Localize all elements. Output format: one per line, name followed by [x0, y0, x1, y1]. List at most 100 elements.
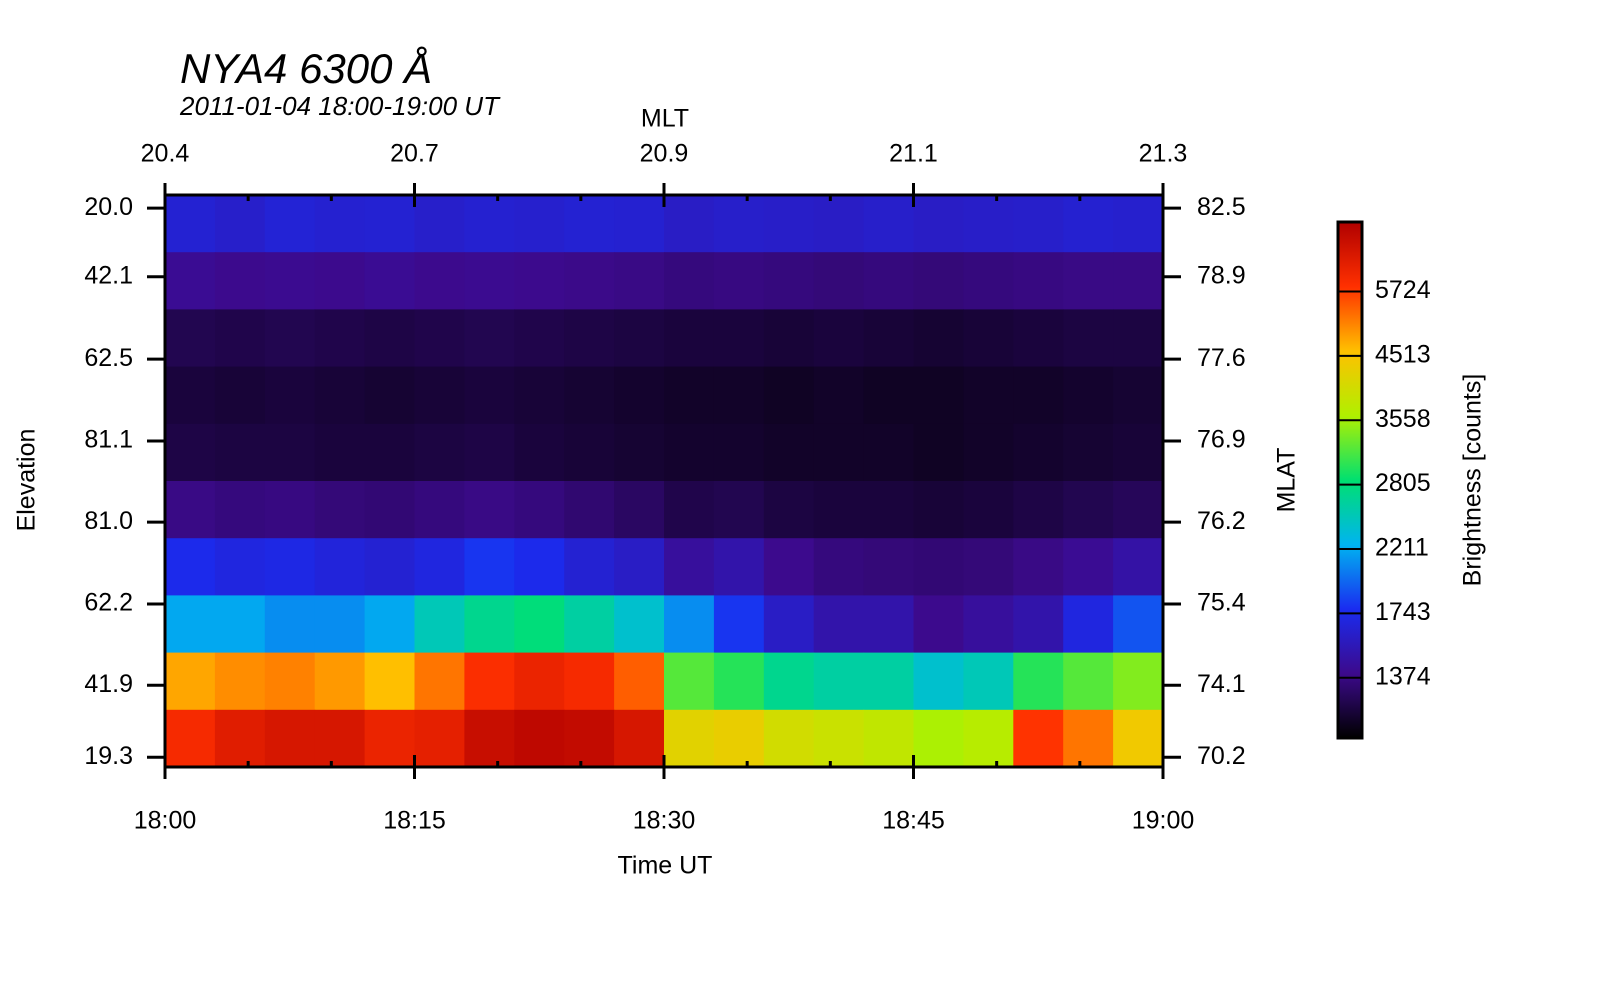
heatmap-cell: [1013, 195, 1064, 253]
heatmap-cell: [514, 595, 565, 654]
colorbar-label: Brightness [counts]: [1459, 374, 1487, 587]
heatmap-cell: [863, 481, 914, 539]
heatmap-cell: [863, 595, 914, 654]
y-tick-label: 42.1: [84, 261, 133, 289]
heatmap-cell: [314, 709, 366, 768]
heatmap-cell: [664, 481, 715, 539]
y2-tick-label: 76.9: [1197, 426, 1246, 454]
heatmap-cell: [314, 652, 366, 711]
heatmap-cell: [713, 252, 765, 310]
heatmap-cell: [165, 595, 216, 654]
y-tick-label: 62.5: [84, 344, 133, 372]
heatmap-cell: [1013, 652, 1064, 711]
heatmap-cell: [1013, 595, 1064, 654]
heatmap-cell: [165, 252, 216, 310]
heatmap-cell: [165, 481, 216, 539]
heatmap-cell: [214, 481, 266, 539]
heatmap-cell: [863, 538, 914, 596]
colorbar: [1336, 220, 1364, 740]
heatmap-cell: [564, 709, 615, 768]
heatmap-cell: [1113, 652, 1164, 711]
colorbar-tick-label: 1743: [1375, 598, 1431, 626]
heatmap-cell: [913, 366, 964, 425]
heatmap-cell: [763, 538, 815, 596]
heatmap-cell: [813, 366, 865, 425]
heatmap-cell: [414, 366, 465, 425]
heatmap-cell: [514, 309, 565, 368]
heatmap-cell: [314, 538, 366, 596]
x2-axis-label: MLT: [641, 105, 689, 133]
heatmap-cell: [514, 652, 565, 711]
heatmap-cell: [1013, 538, 1064, 596]
x2-tick-label: 20.9: [640, 140, 689, 168]
y2-axis-label: MLAT: [1273, 448, 1301, 513]
heatmap-cell: [963, 538, 1014, 596]
heatmap-cell: [364, 309, 415, 368]
heatmap-cell: [1063, 538, 1114, 596]
heatmap-cell: [364, 423, 415, 482]
heatmap-cell: [514, 481, 565, 539]
heatmap-cell: [664, 252, 715, 310]
heatmap-cell: [763, 423, 815, 482]
heatmap-cell: [464, 195, 515, 253]
heatmap-cell: [1113, 595, 1164, 654]
heatmap-cell: [414, 709, 465, 768]
heatmap-cell: [1013, 252, 1064, 310]
heatmap-cell: [1063, 309, 1114, 368]
heatmap-cell: [1113, 481, 1164, 539]
heatmap-cell: [713, 309, 765, 368]
heatmap-cell: [314, 309, 366, 368]
heatmap-cell: [963, 366, 1014, 425]
heatmap-cell: [564, 423, 615, 482]
y2-tick-label: 74.1: [1197, 670, 1246, 698]
heatmap-cell: [264, 709, 316, 768]
heatmap-cell: [214, 252, 266, 310]
chart-subtitle: 2011-01-04 18:00-19:00 UT: [179, 91, 501, 121]
heatmap-cell: [963, 252, 1014, 310]
heatmap-cell: [813, 423, 865, 482]
heatmap-cell: [214, 538, 266, 596]
heatmap-cell: [863, 309, 914, 368]
x-tick-label: 18:45: [882, 807, 945, 835]
heatmap-cell: [863, 366, 914, 425]
heatmap-cell: [1013, 309, 1064, 368]
heatmap-cell: [314, 252, 366, 310]
heatmap-cell: [614, 366, 665, 425]
colorbar-tick-label: 2211: [1375, 534, 1429, 562]
y2-tick-label: 75.4: [1197, 589, 1246, 617]
heatmap-cell: [214, 652, 266, 711]
heatmap-cell: [1013, 366, 1064, 425]
heatmap-cell: [1063, 195, 1114, 253]
heatmap-cell: [913, 538, 964, 596]
heatmap-cell: [464, 595, 515, 654]
heatmap-cell: [863, 423, 914, 482]
heatmap-cell: [514, 423, 565, 482]
heatmap-cell: [763, 366, 815, 425]
heatmap-cell: [713, 366, 765, 425]
y-tick-label: 81.0: [84, 507, 133, 535]
heatmap-cell: [264, 366, 316, 425]
heatmap-cell: [364, 366, 415, 425]
heatmap-cell: [713, 709, 765, 768]
heatmap-cell: [564, 252, 615, 310]
heatmap-cell: [863, 195, 914, 253]
heatmap-cell: [264, 652, 316, 711]
heatmap-cell: [813, 309, 865, 368]
heatmap-cell: [564, 366, 615, 425]
heatmap-cell: [614, 252, 665, 310]
heatmap-cell: [464, 538, 515, 596]
heatmap-cell: [763, 309, 815, 368]
heatmap-cell: [664, 309, 715, 368]
x-tick-label: 18:15: [383, 807, 446, 835]
heatmap-cell: [165, 366, 216, 425]
heatmap-cell: [813, 709, 865, 768]
heatmap-cell: [963, 709, 1014, 768]
heatmap-cell: [813, 252, 865, 310]
heatmap-cell: [214, 595, 266, 654]
heatmap-cell: [913, 652, 964, 711]
y-axis-label: Elevation: [13, 429, 41, 532]
heatmap-cell: [1063, 423, 1114, 482]
heatmap-cell: [1013, 481, 1064, 539]
heatmap-cell: [165, 538, 216, 596]
heatmap-cell: [863, 252, 914, 310]
